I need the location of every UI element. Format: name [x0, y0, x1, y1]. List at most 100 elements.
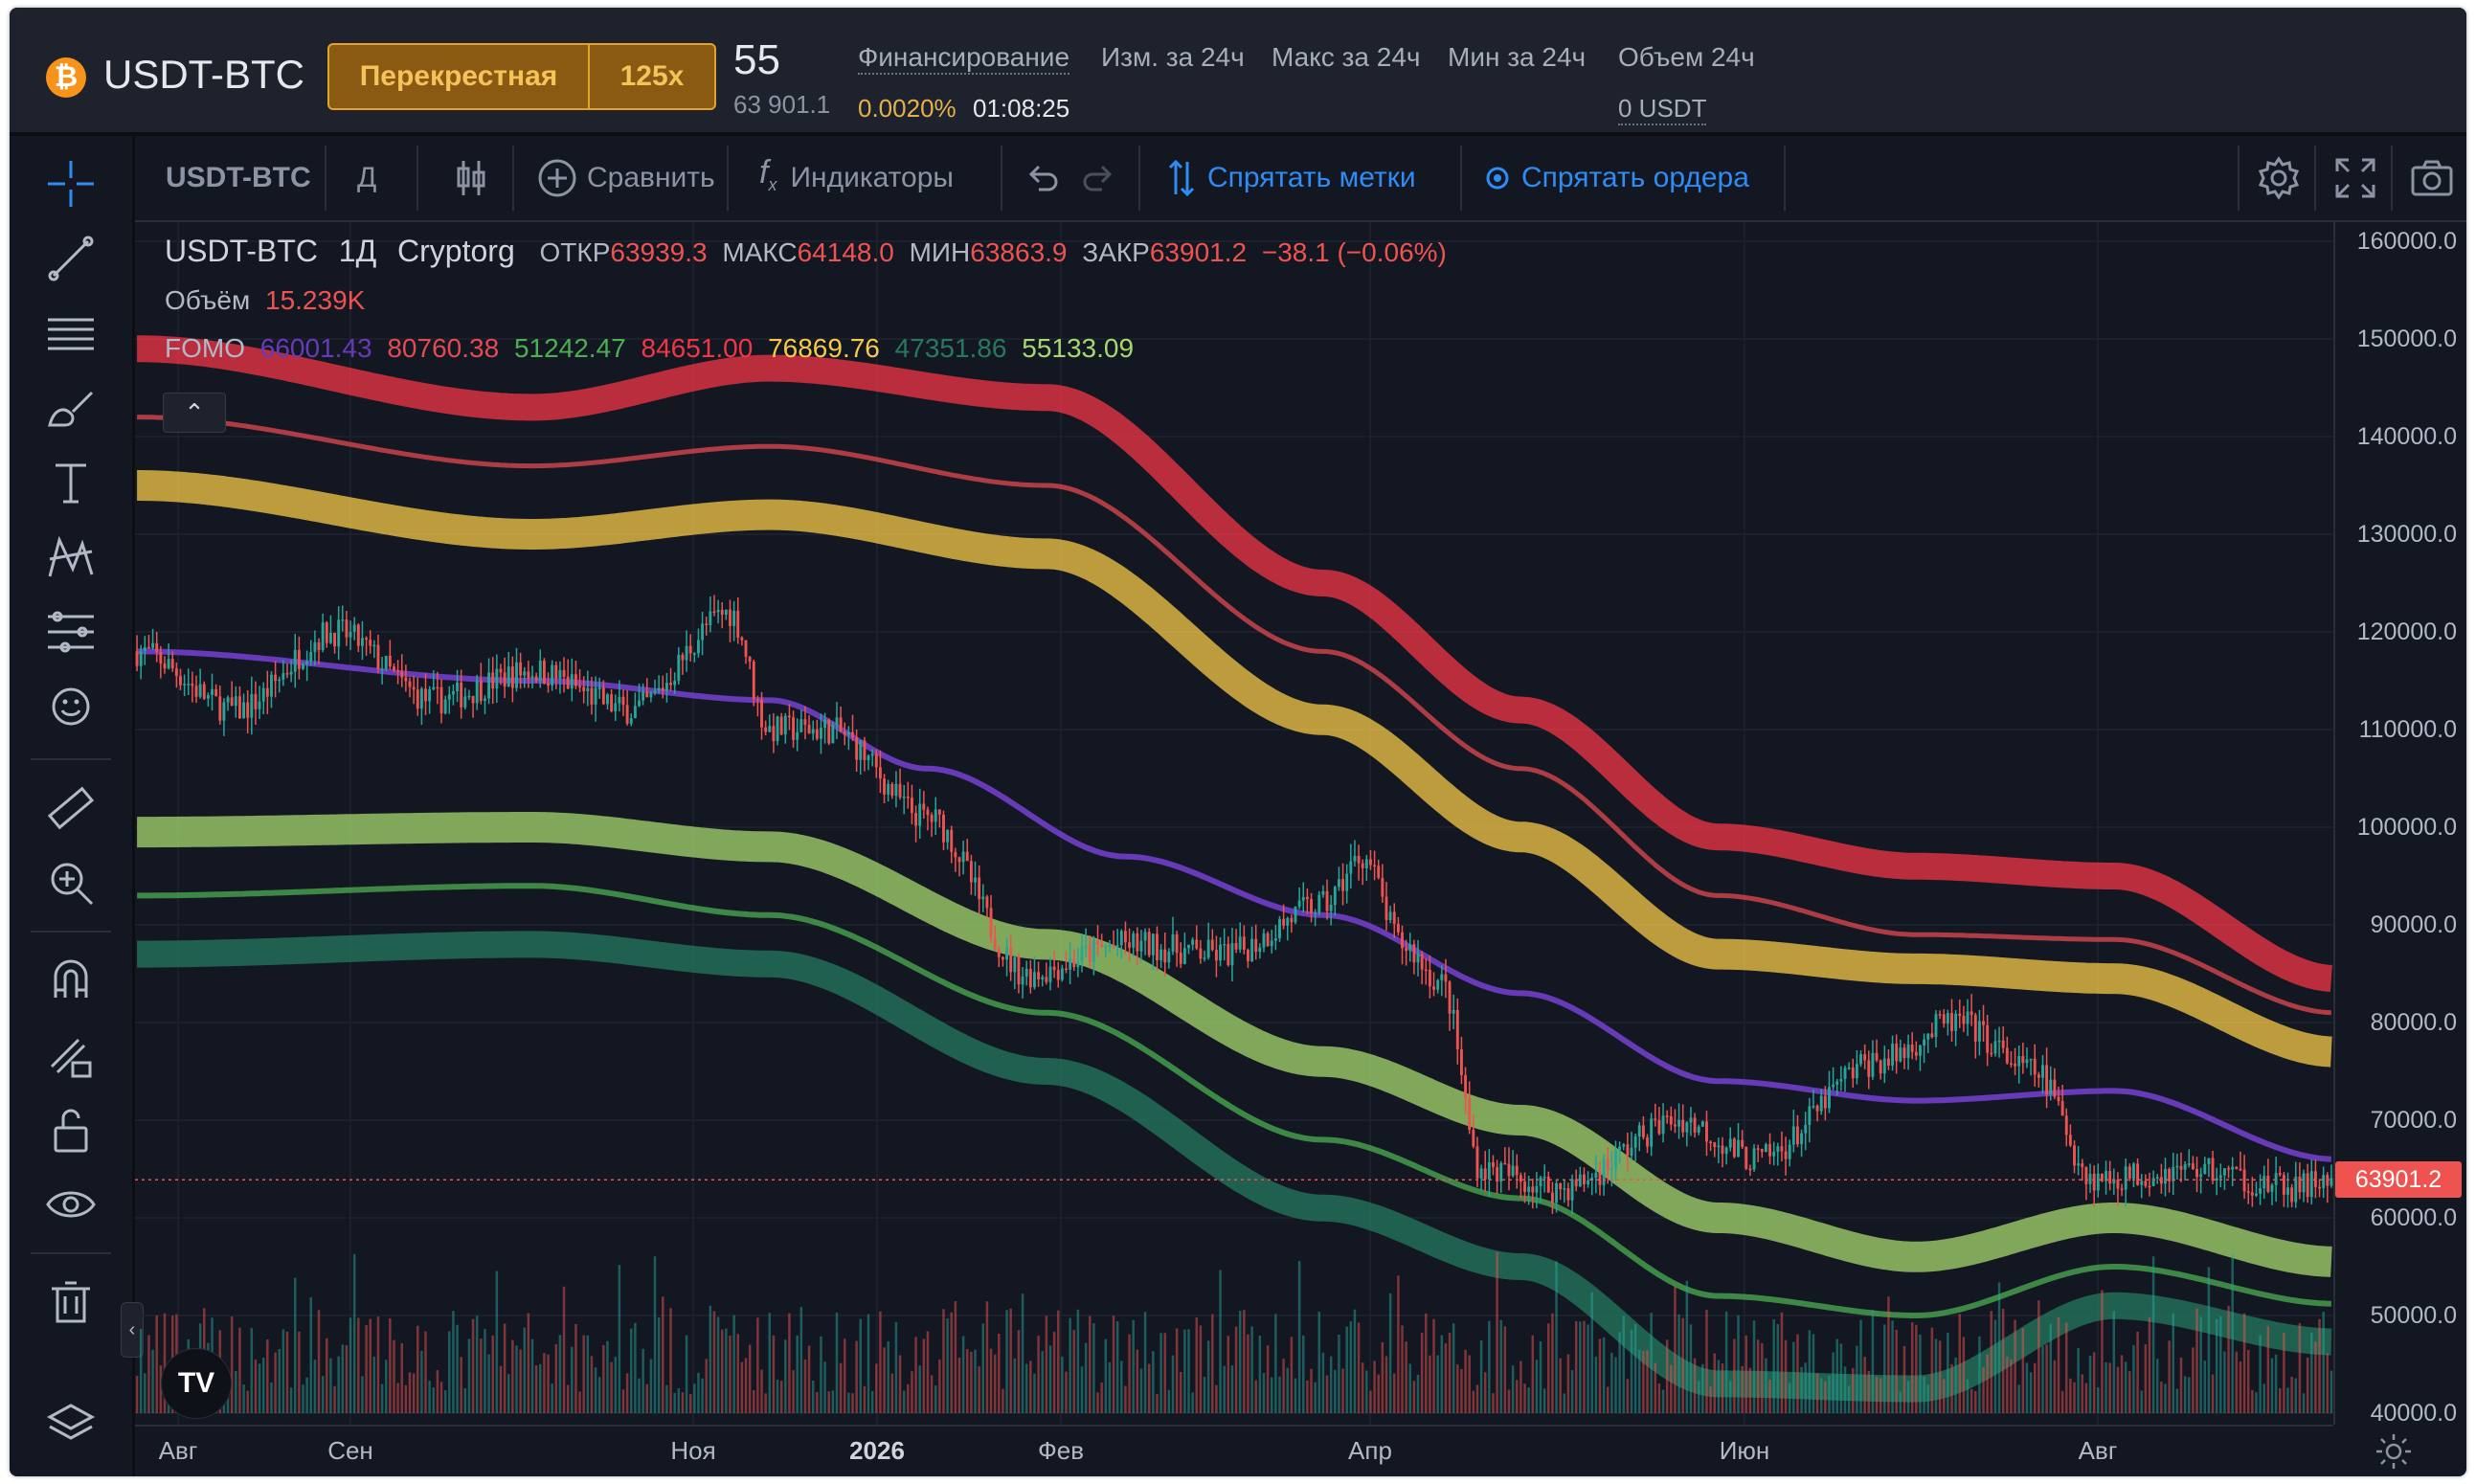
- candle-body: [1472, 1129, 1475, 1147]
- candle-body: [1906, 1044, 1910, 1059]
- candle-body: [2151, 1178, 2155, 1186]
- volume-bar: [1551, 1313, 1554, 1413]
- candle-body: [2231, 1166, 2235, 1170]
- horizontal-lines-tool[interactable]: [10, 299, 132, 368]
- volume-bar: [369, 1318, 371, 1413]
- candle-body: [2239, 1168, 2242, 1171]
- lock-drawing-tool[interactable]: [10, 1021, 132, 1090]
- ruler-tool[interactable]: [10, 774, 132, 843]
- prediction-tool[interactable]: [10, 597, 132, 666]
- price-chart[interactable]: [135, 222, 2333, 1425]
- price-tick-label: 70000.0: [2370, 1107, 2457, 1134]
- candle-body: [1689, 1117, 1693, 1123]
- volume-bar: [989, 1348, 993, 1413]
- volume-bar: [495, 1270, 499, 1413]
- candle-body: [586, 687, 590, 691]
- candle-body: [2100, 1173, 2104, 1181]
- volume-bar: [701, 1378, 704, 1413]
- candle-body: [1104, 946, 1108, 949]
- compare-button[interactable]: Сравнить: [537, 136, 715, 220]
- visibility-tool[interactable]: [10, 1170, 132, 1239]
- candle-body: [855, 737, 859, 760]
- candle-body: [206, 694, 210, 699]
- candle-body: [1788, 1144, 1791, 1159]
- screenshot-button[interactable]: [2394, 136, 2466, 220]
- candle-body: [2262, 1176, 2266, 1189]
- time-axis[interactable]: Авг Сен Ноя 2026 Фев Апр Июн Авг: [135, 1425, 2333, 1476]
- eye-icon: [46, 1191, 96, 1218]
- candle-body: [1697, 1126, 1700, 1133]
- candle-body: [2306, 1173, 2309, 1198]
- volume-bar: [1361, 1362, 1364, 1413]
- legend-collapse-button[interactable]: ⌃: [163, 393, 226, 433]
- volume-bar: [1724, 1311, 1728, 1413]
- candle-body: [1721, 1145, 1724, 1155]
- legend-interval: 1Д: [338, 234, 377, 268]
- volume-bar: [630, 1328, 633, 1413]
- fullscreen-button[interactable]: [2317, 136, 2394, 220]
- crosshair-tool[interactable]: [10, 149, 132, 218]
- volume-bar: [1444, 1343, 1448, 1413]
- volume-bar: [907, 1383, 910, 1413]
- candle-body: [2037, 1074, 2040, 1078]
- object-tree-tool[interactable]: [10, 1390, 132, 1459]
- candle-body: [618, 696, 621, 704]
- theme-toggle-icon[interactable]: [2375, 1432, 2413, 1471]
- volume-bar: [1618, 1332, 1621, 1413]
- zoom-tool[interactable]: [10, 848, 132, 917]
- pattern-tool[interactable]: [10, 523, 132, 592]
- price-axis[interactable]: 160000.0 150000.0 140000.0 130000.0 120000.0…: [2333, 222, 2466, 1427]
- volume-bar: [1531, 1335, 1535, 1413]
- candle-body: [1768, 1144, 1771, 1157]
- candle-body: [328, 632, 332, 643]
- volume-bar: [380, 1383, 384, 1413]
- candle-body: [1377, 866, 1381, 878]
- volume-bar: [420, 1350, 423, 1413]
- candle-body: [1808, 1106, 1812, 1125]
- volume-bar: [2045, 1344, 2048, 1413]
- volume-bar: [1626, 1379, 1630, 1413]
- unlock-tool[interactable]: [10, 1095, 132, 1164]
- volume-bar: [1729, 1381, 1732, 1413]
- indicators-button[interactable]: fx Индикаторы: [759, 136, 954, 220]
- leverage-button[interactable]: 125x: [619, 60, 685, 92]
- volume-bar: [883, 1347, 886, 1413]
- magnet-tool[interactable]: [10, 946, 132, 1015]
- candle-body: [1993, 1041, 1997, 1054]
- symbol-search-button[interactable]: USDT-BTC: [166, 162, 311, 193]
- undo-button[interactable]: [1025, 136, 1060, 220]
- interval-button[interactable]: Д: [357, 162, 377, 193]
- margin-mode-button[interactable]: Перекрестная: [329, 45, 590, 108]
- candle-body: [2164, 1168, 2167, 1184]
- volume-bar: [547, 1354, 550, 1413]
- candle-body: [135, 651, 139, 666]
- price-tick-label: 160000.0: [2356, 228, 2457, 255]
- settings-button[interactable]: [2240, 136, 2317, 220]
- candle-body: [1669, 1115, 1673, 1125]
- candle-body: [799, 719, 803, 732]
- brush-tool[interactable]: [10, 373, 132, 442]
- emoji-tool[interactable]: [10, 672, 132, 741]
- volume-bar: [890, 1373, 894, 1413]
- candle-body: [479, 680, 483, 701]
- current-price-label: 63901.2: [2335, 1161, 2462, 1199]
- candle-body: [270, 674, 273, 697]
- volume-bar: [1329, 1356, 1333, 1413]
- hide-marks-button[interactable]: Спрятать метки: [1167, 136, 1416, 220]
- volume-bar: [2246, 1350, 2250, 1413]
- volume-bar: [313, 1360, 317, 1413]
- trend-line-tool[interactable]: [10, 224, 132, 293]
- text-tool[interactable]: [10, 448, 132, 517]
- volume-bar: [1302, 1335, 1305, 1413]
- pair-selector[interactable]: USDT-BTC: [103, 52, 304, 97]
- hide-orders-button[interactable]: Спрятать ордера: [1485, 136, 1749, 220]
- candle-body: [744, 640, 748, 658]
- candle-body: [376, 644, 380, 669]
- volume-bar: [2124, 1361, 2127, 1413]
- chart-type-button[interactable]: [455, 136, 487, 220]
- redo-button[interactable]: [1081, 136, 1115, 220]
- volume-bar: [527, 1313, 530, 1413]
- candle-body: [2112, 1179, 2116, 1184]
- delete-drawings-tool[interactable]: [10, 1268, 132, 1337]
- indicator-value-2: 80760.38: [387, 333, 500, 363]
